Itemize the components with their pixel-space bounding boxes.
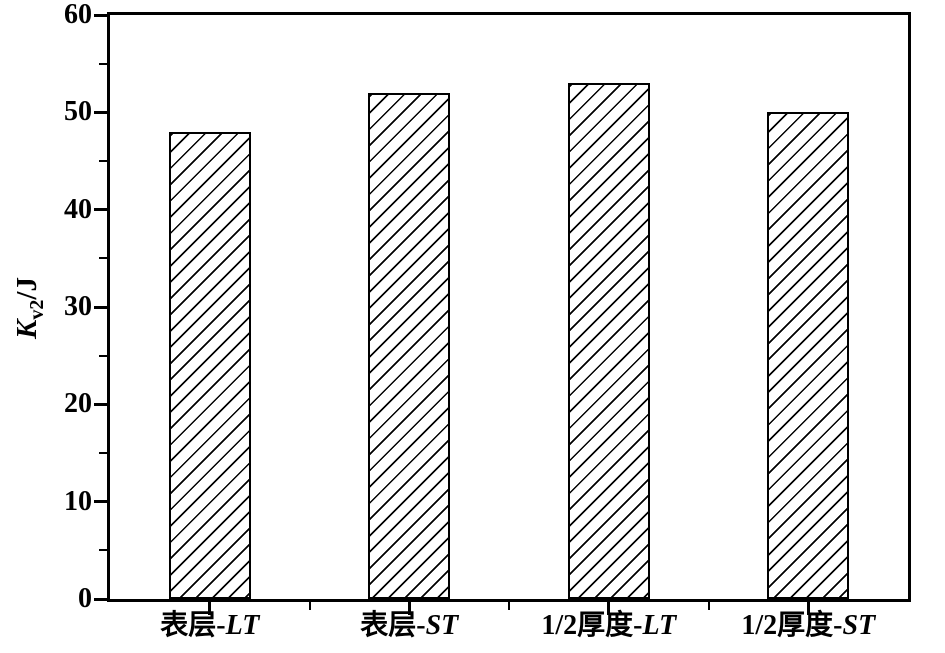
y-tick-label: 30 <box>64 291 92 322</box>
y-minor-tick <box>99 452 107 454</box>
y-minor-tick <box>99 62 107 65</box>
bar-2 <box>368 92 451 599</box>
y-major-tick <box>94 500 107 504</box>
y-tick-label: 0 <box>78 583 92 614</box>
x-minor-tick <box>707 602 710 610</box>
y-major-tick <box>94 208 107 212</box>
x-category-prefix: 1/2厚度- <box>741 610 843 641</box>
x-category-label: 表层-ST <box>289 608 529 644</box>
y-minor-tick <box>99 549 107 552</box>
x-major-tick <box>607 602 611 615</box>
y-major-tick <box>94 305 107 309</box>
x-category-label: 1/2厚度-LT <box>489 608 729 644</box>
x-category-italic: ST <box>842 610 876 641</box>
y-tick-label: 40 <box>64 193 92 225</box>
bar-1 <box>168 131 251 599</box>
y-minor-tick <box>99 257 107 260</box>
y-major-tick <box>94 402 107 406</box>
x-category-prefix: 表层- <box>360 610 426 641</box>
y-major-tick <box>94 110 107 114</box>
y-major-tick <box>94 597 107 601</box>
bar-4 <box>767 112 850 599</box>
x-category-prefix: 1/2厚度- <box>541 610 643 641</box>
y-tick-label: 10 <box>64 485 92 517</box>
x-major-tick <box>208 602 212 615</box>
y-major-tick <box>94 13 107 17</box>
x-category-label: 1/2厚度-ST <box>688 608 928 644</box>
x-category-italic: LT <box>225 610 260 641</box>
y-minor-tick <box>99 160 107 162</box>
x-minor-tick <box>508 602 510 610</box>
y-minor-tick <box>99 354 107 357</box>
x-category-label: 表层-LT <box>90 608 330 644</box>
plot-area <box>94 12 911 615</box>
y-tick-label: 20 <box>64 388 92 420</box>
x-minor-tick <box>308 602 311 610</box>
bar-3 <box>567 83 650 599</box>
y-tick-label: 60 <box>64 0 92 30</box>
y-tick-label: 50 <box>64 96 92 128</box>
x-category-prefix: 表层- <box>160 610 226 641</box>
x-category-italic: ST <box>425 610 459 641</box>
x-major-tick <box>806 602 810 615</box>
x-major-tick <box>407 602 411 615</box>
x-category-italic: LT <box>642 610 677 641</box>
